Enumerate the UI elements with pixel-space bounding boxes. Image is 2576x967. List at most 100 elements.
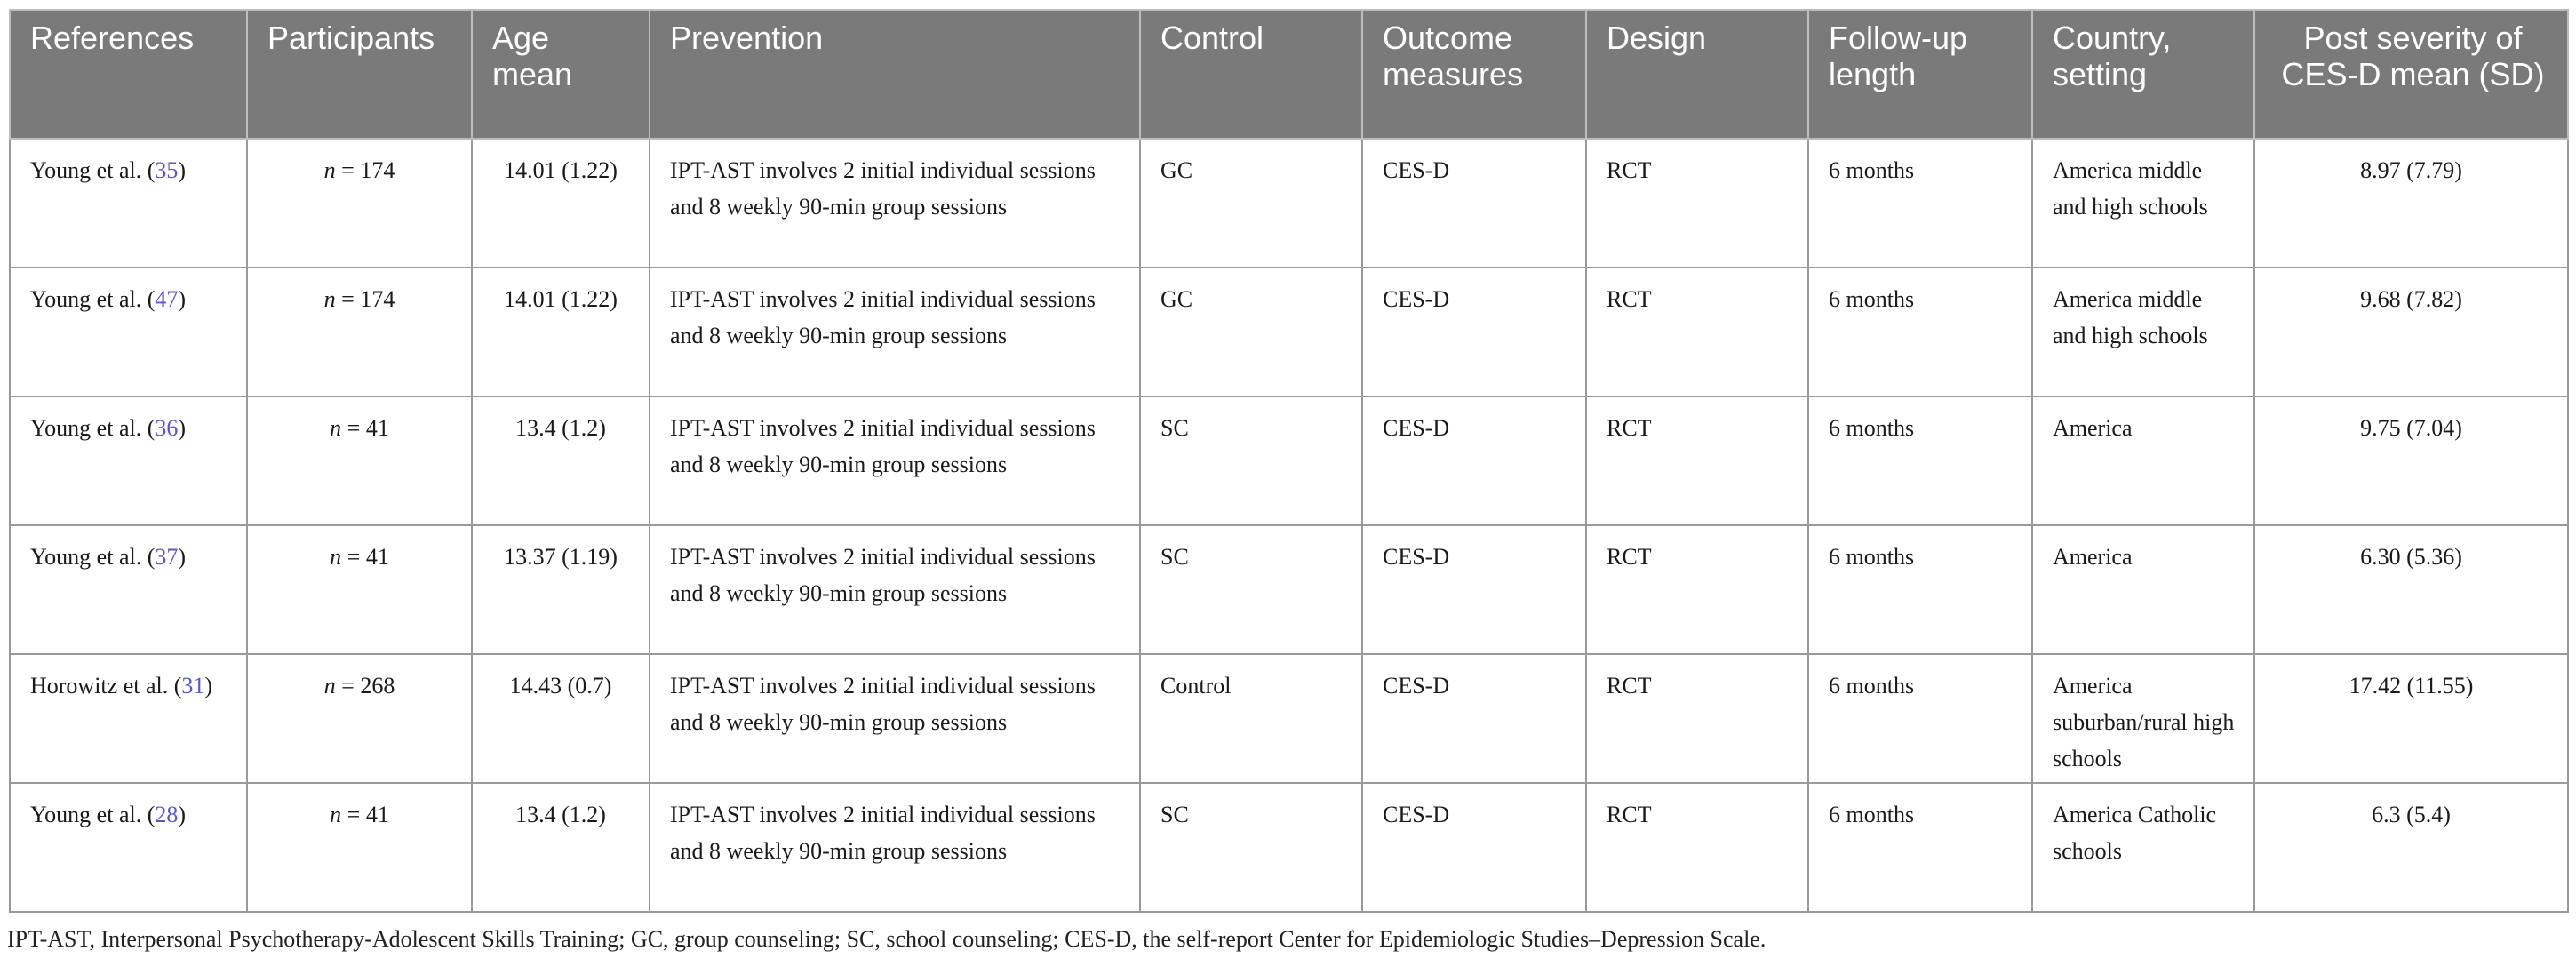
cell-age-mean: 14.43 (0.7) <box>471 653 650 784</box>
cell-outcome: CES-D <box>1361 653 1587 784</box>
ref-author: Young et al. ( <box>30 544 156 570</box>
cell-design: RCT <box>1585 267 1809 397</box>
cell-age-mean: 13.37 (1.19) <box>471 524 650 655</box>
cell-follow-up: 6 months <box>1807 396 2033 526</box>
cell-control: SC <box>1139 782 1363 913</box>
cell-outcome: CES-D <box>1361 524 1587 655</box>
n-value: = 41 <box>341 415 389 441</box>
ref-author: Horowitz et al. ( <box>30 673 182 699</box>
cell-severity: 8.97 (7.79) <box>2253 138 2569 268</box>
cell-prevention: IPT-AST involves 2 initial individual se… <box>649 653 1141 784</box>
header-design: Design <box>1585 9 1809 140</box>
table-row: Young et al. (35) n = 174 14.01 (1.22) I… <box>9 138 2569 268</box>
cell-participants: n = 41 <box>246 396 473 526</box>
header-outcome-measures: Outcome measures <box>1361 9 1587 140</box>
n-value: = 41 <box>341 544 389 570</box>
n-value: = 174 <box>335 157 395 183</box>
cell-participants: n = 41 <box>246 524 473 655</box>
cell-severity: 17.42 (11.55) <box>2253 653 2569 784</box>
cell-control: SC <box>1139 524 1363 655</box>
ref-close: ) <box>178 802 187 827</box>
cell-prevention: IPT-AST involves 2 initial individual se… <box>649 267 1141 397</box>
n-value: = 268 <box>335 673 395 699</box>
ref-link[interactable]: 31 <box>181 673 205 699</box>
ref-link[interactable]: 37 <box>155 544 179 570</box>
table-footnote: IPT-AST, Interpersonal Psychotherapy-Ado… <box>7 926 1767 952</box>
table-row: Young et al. (36) n = 41 13.4 (1.2) IPT-… <box>9 396 2569 526</box>
cell-reference: Young et al. (35) <box>9 138 248 268</box>
n-symbol: n <box>323 157 336 183</box>
table-row: Young et al. (28) n = 41 13.4 (1.2) IPT-… <box>9 782 2569 913</box>
cell-country: America middle and high schools <box>2031 138 2255 268</box>
cell-design: RCT <box>1585 396 1809 526</box>
cell-country: America <box>2031 524 2255 655</box>
cell-participants: n = 174 <box>246 138 473 268</box>
cell-control: GC <box>1139 267 1363 397</box>
cell-follow-up: 6 months <box>1807 782 2033 913</box>
cell-country: America Catholic schools <box>2031 782 2255 913</box>
cell-participants: n = 41 <box>246 782 473 913</box>
cell-outcome: CES-D <box>1361 782 1587 913</box>
header-row: References Participants Age mean Prevent… <box>9 9 2569 140</box>
cell-severity: 9.75 (7.04) <box>2253 396 2569 526</box>
ref-close: ) <box>178 157 187 183</box>
header-age-mean: Age mean <box>471 9 650 140</box>
ref-author: Young et al. ( <box>30 157 156 183</box>
cell-control: SC <box>1139 396 1363 526</box>
n-symbol: n <box>323 673 336 699</box>
ref-author: Young et al. ( <box>30 415 156 441</box>
ref-link[interactable]: 35 <box>155 157 179 183</box>
cell-design: RCT <box>1585 653 1809 784</box>
cell-prevention: IPT-AST involves 2 initial individual se… <box>649 782 1141 913</box>
table-row: Horowitz et al. (31) n = 268 14.43 (0.7)… <box>9 653 2569 784</box>
ref-author: Young et al. ( <box>30 802 156 827</box>
ref-author: Young et al. ( <box>30 286 156 312</box>
studies-table: References Participants Age mean Prevent… <box>9 9 2569 913</box>
ref-close: ) <box>204 673 213 699</box>
n-symbol: n <box>330 544 342 570</box>
cell-follow-up: 6 months <box>1807 653 2033 784</box>
n-value: = 174 <box>335 286 395 312</box>
cell-severity: 6.3 (5.4) <box>2253 782 2569 913</box>
cell-reference: Young et al. (47) <box>9 267 248 397</box>
ref-link[interactable]: 36 <box>155 415 179 441</box>
header-control: Control <box>1139 9 1363 140</box>
cell-design: RCT <box>1585 782 1809 913</box>
cell-age-mean: 13.4 (1.2) <box>471 782 650 913</box>
cell-control: GC <box>1139 138 1363 268</box>
n-value: = 41 <box>341 802 389 827</box>
header-prevention: Prevention <box>649 9 1141 140</box>
cell-severity: 9.68 (7.82) <box>2253 267 2569 397</box>
cell-outcome: CES-D <box>1361 267 1587 397</box>
header-references: References <box>9 9 248 140</box>
cell-age-mean: 14.01 (1.22) <box>471 267 650 397</box>
ref-link[interactable]: 47 <box>155 286 179 312</box>
cell-prevention: IPT-AST involves 2 initial individual se… <box>649 396 1141 526</box>
cell-participants: n = 174 <box>246 267 473 397</box>
cell-prevention: IPT-AST involves 2 initial individual se… <box>649 524 1141 655</box>
cell-reference: Young et al. (37) <box>9 524 248 655</box>
cell-design: RCT <box>1585 138 1809 268</box>
cell-age-mean: 14.01 (1.22) <box>471 138 650 268</box>
cell-participants: n = 268 <box>246 653 473 784</box>
ref-close: ) <box>178 415 187 441</box>
cell-country: America <box>2031 396 2255 526</box>
cell-design: RCT <box>1585 524 1809 655</box>
ref-close: ) <box>178 544 187 570</box>
cell-severity: 6.30 (5.36) <box>2253 524 2569 655</box>
ref-close: ) <box>178 286 187 312</box>
cell-reference: Young et al. (28) <box>9 782 248 913</box>
ref-link[interactable]: 28 <box>155 802 179 827</box>
study-table-container: References Participants Age mean Prevent… <box>9 9 2569 913</box>
cell-reference: Young et al. (36) <box>9 396 248 526</box>
n-symbol: n <box>330 802 342 827</box>
cell-prevention: IPT-AST involves 2 initial individual se… <box>649 138 1141 268</box>
cell-follow-up: 6 months <box>1807 524 2033 655</box>
cell-country: America suburban/rural high schools <box>2031 653 2255 784</box>
cell-outcome: CES-D <box>1361 138 1587 268</box>
cell-country: America middle and high schools <box>2031 267 2255 397</box>
header-participants: Participants <box>246 9 473 140</box>
cell-outcome: CES-D <box>1361 396 1587 526</box>
cell-follow-up: 6 months <box>1807 267 2033 397</box>
cell-reference: Horowitz et al. (31) <box>9 653 248 784</box>
